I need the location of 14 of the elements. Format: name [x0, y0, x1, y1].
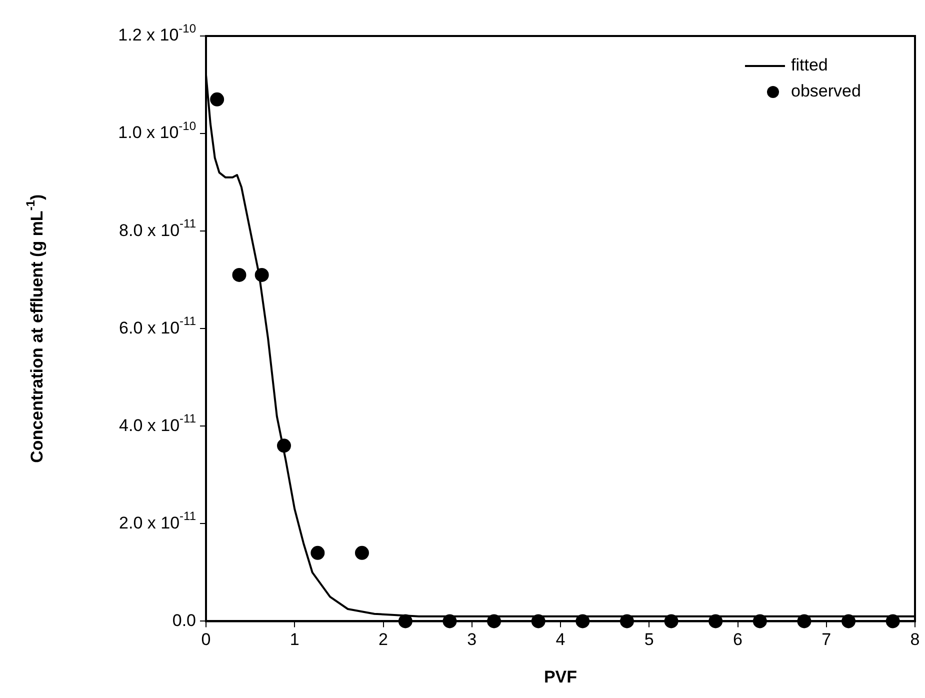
y-tick-label: 0.0: [172, 610, 196, 630]
x-tick-label: 1: [290, 630, 300, 650]
x-tick-label: 3: [467, 630, 477, 650]
x-axis-title: PVF: [544, 667, 578, 686]
x-tick-label: 4: [556, 630, 566, 650]
x-tick-label: 0: [201, 630, 211, 650]
x-tick-label: 7: [822, 630, 832, 650]
x-tick-label: 5: [644, 630, 654, 650]
legend-label: fitted: [791, 56, 828, 75]
legend-label: observed: [791, 82, 861, 101]
y-axis-title: Concentration at effluent (g mL-1): [24, 194, 47, 463]
x-tick-label: 2: [378, 630, 388, 650]
x-tick-label: 8: [910, 630, 920, 650]
x-tick-label: 6: [733, 630, 742, 650]
